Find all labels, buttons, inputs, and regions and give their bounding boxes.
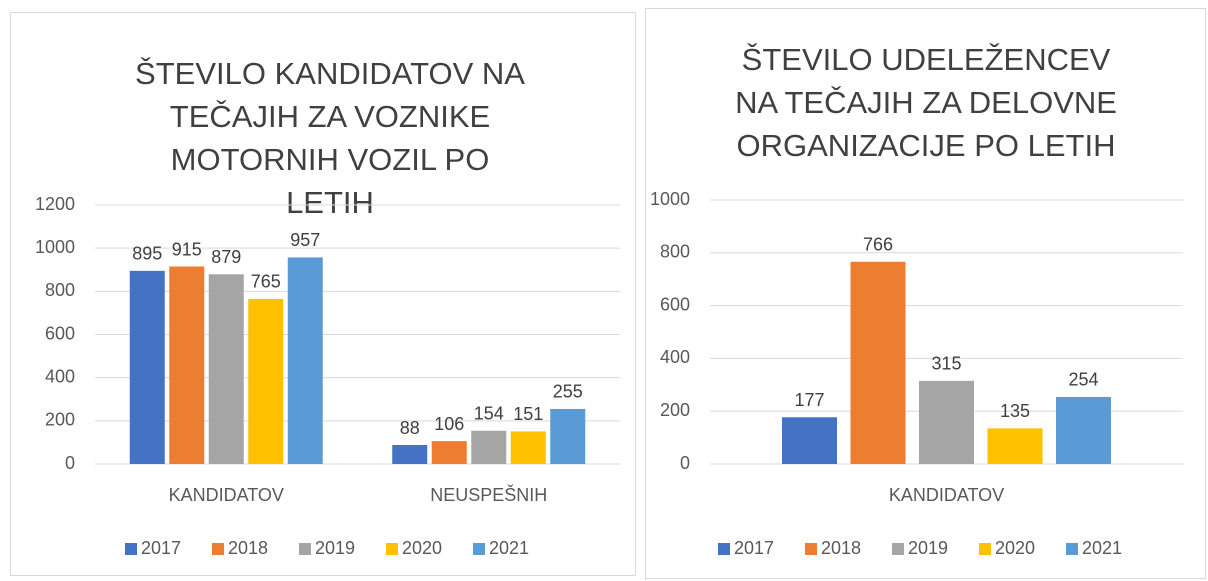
legend-swatch <box>979 543 991 555</box>
bar <box>248 298 284 464</box>
y-tick-label: 400 <box>660 347 690 367</box>
y-tick-label: 400 <box>45 366 75 386</box>
bar <box>169 266 205 464</box>
chart-frame <box>645 8 1206 579</box>
y-tick-label: 1200 <box>35 194 75 214</box>
legend-swatch <box>805 543 817 555</box>
data-label: 135 <box>1000 401 1030 421</box>
legend-label: 2020 <box>402 538 442 558</box>
legend-swatch <box>212 543 224 555</box>
y-tick-label: 200 <box>45 410 75 430</box>
data-label: 766 <box>863 235 893 255</box>
legend-label: 2017 <box>141 538 181 558</box>
legend-swatch <box>299 543 311 555</box>
legend-label: 2021 <box>489 538 529 558</box>
bar <box>510 431 546 464</box>
legend-label: 2020 <box>995 538 1035 558</box>
bar <box>129 270 165 464</box>
y-tick-label: 600 <box>45 323 75 343</box>
bar <box>392 445 428 464</box>
y-tick-label: 1000 <box>650 189 690 209</box>
data-label: 895 <box>132 244 162 264</box>
legend-swatch <box>473 543 485 555</box>
data-label: 151 <box>513 404 543 424</box>
legend-swatch <box>386 543 398 555</box>
data-label: 879 <box>211 247 241 267</box>
legend-label: 2018 <box>228 538 268 558</box>
chart-title: ŠTEVILO KANDIDATOV NA TEČAJIH ZA VOZNIKE… <box>135 56 525 220</box>
data-label: 255 <box>553 382 583 402</box>
legend-label: 2019 <box>315 538 355 558</box>
legend-swatch <box>125 543 137 555</box>
x-tick-label: NEUSPEŠNIH <box>430 484 547 505</box>
bar <box>987 428 1043 464</box>
y-tick-label: 200 <box>660 400 690 420</box>
legend-label: 2017 <box>734 538 774 558</box>
data-label: 88 <box>400 418 420 438</box>
data-label: 315 <box>931 354 961 374</box>
bar <box>431 441 467 464</box>
y-tick-label: 0 <box>680 453 690 473</box>
legend-swatch <box>718 543 730 555</box>
chart-frame <box>10 12 636 576</box>
legend-label: 2018 <box>821 538 861 558</box>
data-label: 106 <box>434 414 464 434</box>
data-label: 254 <box>1068 370 1098 390</box>
bar <box>850 261 906 464</box>
x-tick-label: KANDIDATOV <box>169 485 284 505</box>
legend-label: 2019 <box>908 538 948 558</box>
data-label: 957 <box>290 230 320 250</box>
y-tick-label: 800 <box>45 280 75 300</box>
bar <box>471 430 507 464</box>
y-tick-label: 0 <box>65 453 75 473</box>
bar <box>1056 396 1111 464</box>
x-tick-label: KANDIDATOV <box>889 485 1004 505</box>
legend-label: 2021 <box>1082 538 1122 558</box>
legend-swatch <box>892 543 904 555</box>
bar <box>287 257 323 464</box>
data-label: 915 <box>172 239 202 259</box>
y-tick-label: 800 <box>660 242 690 262</box>
bar <box>208 274 244 464</box>
y-tick-label: 600 <box>660 294 690 314</box>
chart-title: ŠTEVILO UDELEŽENCEV NA TEČAJIH ZA DELOVN… <box>735 42 1117 163</box>
legend-swatch <box>1066 543 1078 555</box>
bar <box>782 417 837 464</box>
bar <box>550 408 586 464</box>
data-label: 154 <box>474 404 504 424</box>
data-label: 765 <box>251 272 281 292</box>
data-label: 177 <box>794 390 824 410</box>
bar <box>919 380 974 464</box>
y-tick-label: 1000 <box>35 237 75 257</box>
